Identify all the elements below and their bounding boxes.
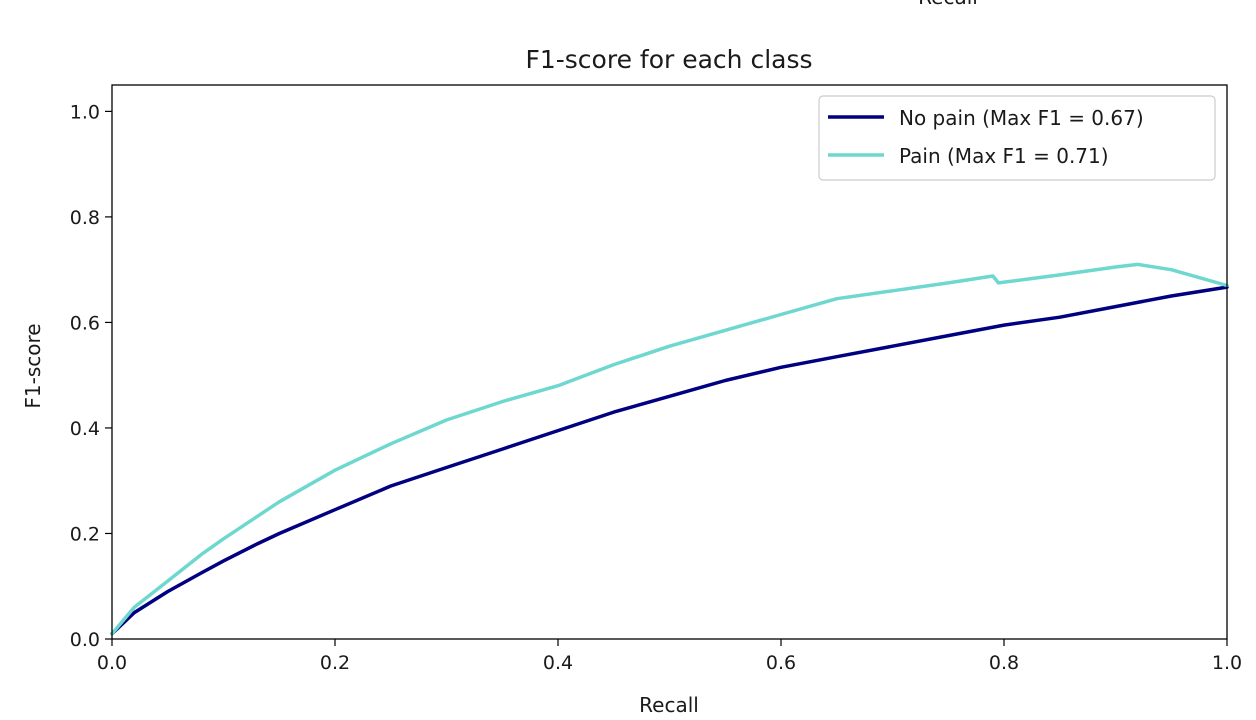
y-tick-label: 0.8	[70, 207, 100, 229]
y-tick-label: 0.0	[70, 629, 100, 651]
legend-box	[818, 95, 1216, 181]
y-axis-label: F1-score	[21, 323, 45, 408]
y-tick-label: 0.4	[70, 418, 100, 440]
x-axis-label: Recall	[639, 693, 699, 717]
y-tick-label: 0.2	[70, 523, 100, 545]
x-tick-label: 0.4	[543, 652, 573, 674]
ticks: 0.0 0.2 0.4 0.6 0.8 1.0 0.0 0.2 0.4 0.6 0.8 1.0	[70, 101, 1242, 674]
plot-frame	[111, 84, 1228, 640]
x-tick-label: 0.2	[320, 652, 350, 674]
legend-label-no-pain: No pain (Max F1 = 0.67)	[899, 106, 1144, 130]
series-lines	[110, 262, 1229, 636]
x-tick-label: 0.6	[766, 652, 796, 674]
chart-title: F1-score for each class	[525, 45, 812, 74]
x-tick-label: 1.0	[1212, 652, 1242, 674]
x-tick-label: 0.0	[97, 652, 127, 674]
y-tick-label: 1.0	[70, 101, 100, 123]
legend: No pain (Max F1 = 0.67) Pain (Max F1 = 0…	[818, 95, 1216, 181]
legend-label-pain: Pain (Max F1 = 0.71)	[899, 144, 1109, 168]
y-tick-label: 0.6	[70, 312, 100, 334]
x-tick-label: 0.8	[989, 652, 1019, 674]
series-line-1	[110, 262, 1229, 636]
series-line-0	[110, 285, 1229, 636]
previous-plot-xlabel: Recall	[918, 0, 978, 9]
